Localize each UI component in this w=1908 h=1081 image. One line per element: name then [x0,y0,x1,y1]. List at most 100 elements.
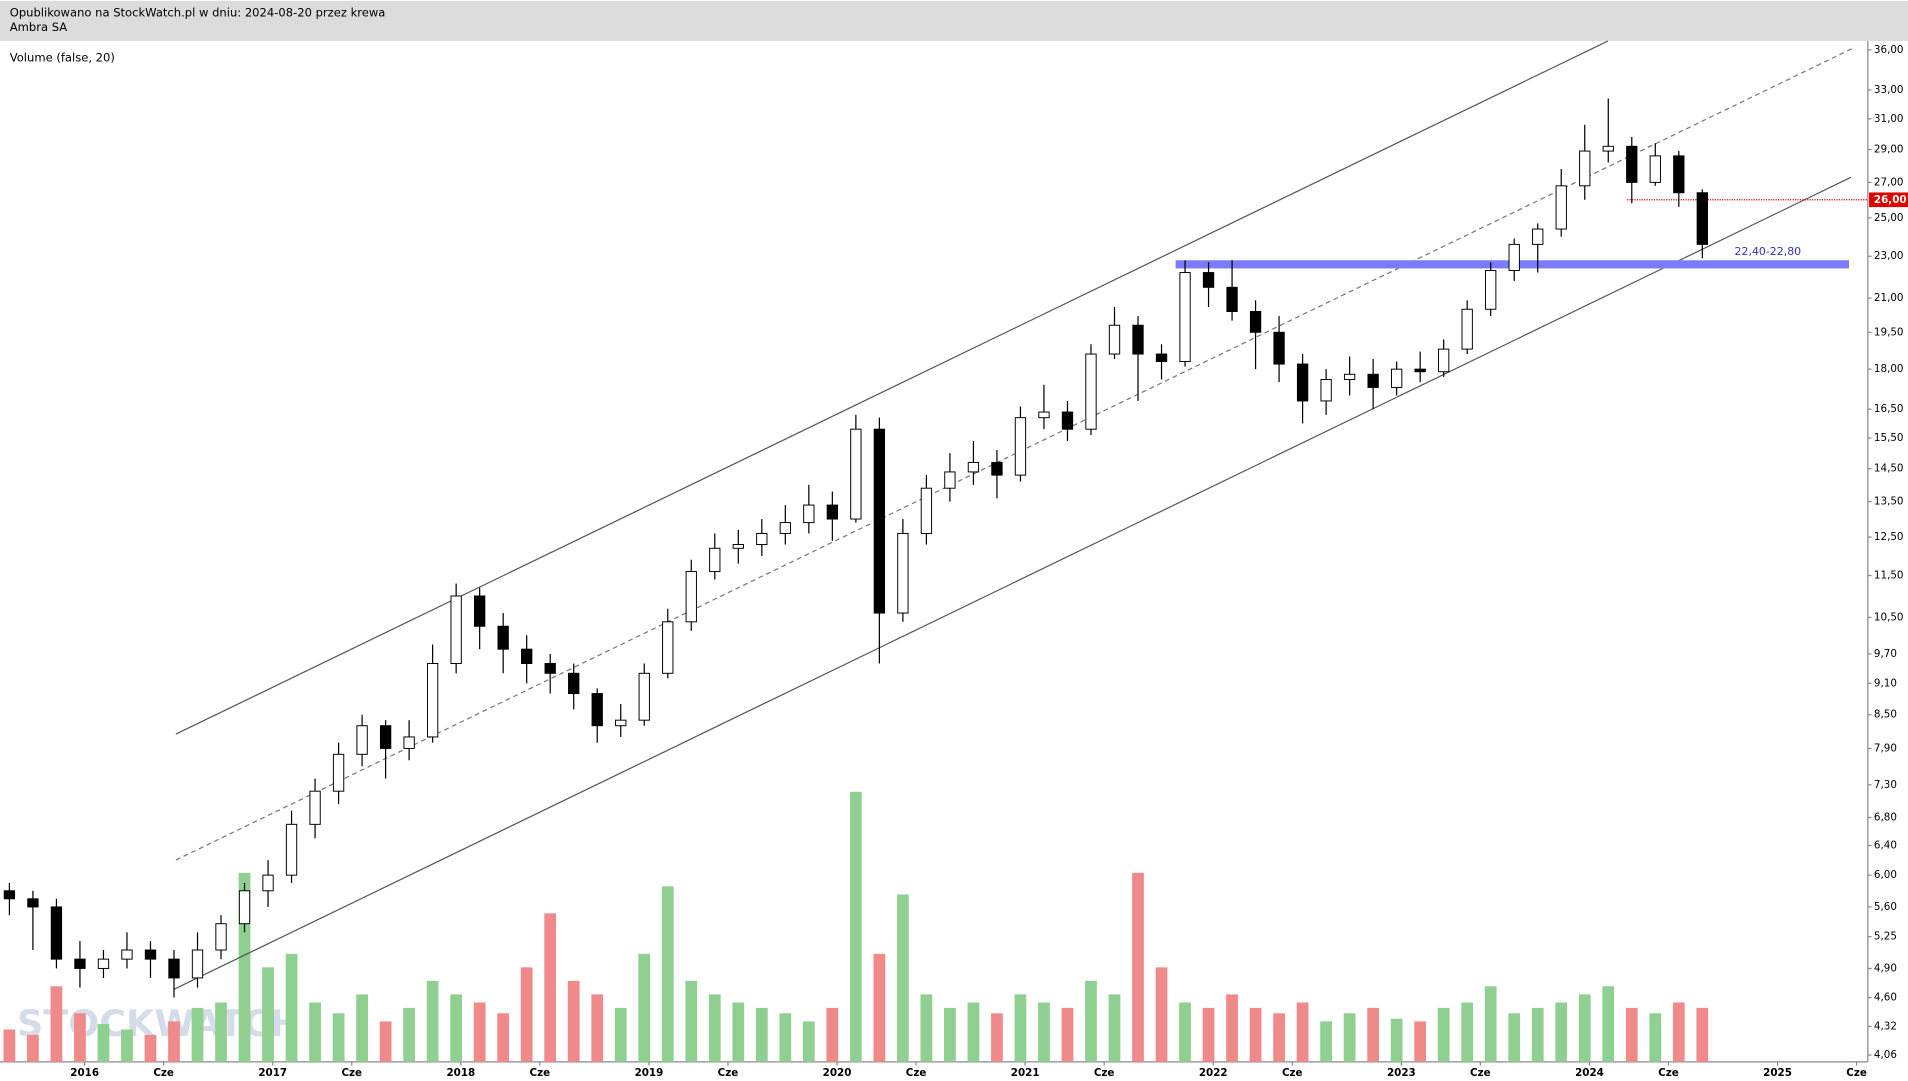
header-title: Ambra SA [10,20,68,34]
x-tick-label: 2018 [446,1067,475,1079]
candle-body [97,958,110,969]
volume-bar [897,894,909,1062]
volume-bar [591,994,604,1062]
y-tick-label: 9,70 [1874,648,1897,660]
y-tick-label: 6,80 [1874,812,1897,824]
volume-bar [379,1021,392,1062]
candle-body [944,471,956,489]
y-tick-label: 5,60 [1874,901,1897,913]
candle-body [662,621,674,674]
candle-body [121,949,133,960]
y-tick-label: 7,30 [1874,779,1897,791]
volume-bar [1602,986,1615,1062]
candle-body [1320,379,1332,402]
x-tick-label: 2021 [1011,1067,1040,1079]
candle-body [309,790,321,825]
candle-body [826,504,839,520]
candle-body [1532,228,1544,245]
volume-bar [1555,1002,1568,1062]
volume-bar [920,994,933,1062]
volume-bar [520,967,533,1062]
level-label: 26,00 [1874,194,1907,206]
candle-body [967,461,980,473]
volume-bar [262,967,274,1062]
volume-bar [708,994,721,1062]
y-tick-label: 8,50 [1874,709,1897,721]
volume-bar [755,1007,768,1062]
candle-body [1273,331,1285,365]
candle-body [1038,411,1050,419]
candle-body [168,958,180,979]
volume-bar [991,1013,1003,1062]
x-tick-label: 2020 [823,1067,852,1079]
x-tick-label: Cze [1658,1067,1679,1079]
volume-bar [1273,1013,1285,1062]
y-tick-label: 4,90 [1874,962,1897,974]
candle-body [1202,272,1215,288]
volume-bar [1202,1007,1215,1062]
candle-body [1579,150,1591,187]
candle-body [803,504,815,524]
candle-body [756,532,768,546]
candle-body [1461,308,1473,350]
candle-body [591,693,603,727]
candle-body [1555,185,1567,230]
volume-bar [74,1013,86,1062]
candle-body [1602,145,1614,152]
candle-body [873,428,886,614]
candle-body [1343,373,1356,380]
x-tick-label: Cze [153,1067,174,1079]
volume-bar [1367,1007,1380,1062]
volume-bar [1508,1013,1521,1062]
candle-body [732,544,744,549]
candle-body [1367,373,1379,388]
y-tick-label: 19,50 [1874,326,1904,338]
candle-body [1085,353,1097,430]
candle-body [1649,155,1661,183]
candle-body [1249,311,1262,333]
candle-body [473,595,486,627]
volume-bar [1649,1013,1662,1062]
y-tick-label: 18,00 [1874,363,1904,375]
y-tick-label: 25,00 [1874,212,1904,224]
candle-body [1014,417,1027,476]
volume-bar [473,1002,486,1062]
candle-body [568,672,580,695]
volume-bar [685,980,698,1062]
volume-bar [1578,994,1591,1062]
y-tick-label: 15,50 [1874,432,1904,444]
volume-bar [3,1029,16,1062]
x-tick-label: Cze [1846,1067,1867,1079]
volume-bar [1061,1007,1074,1062]
level-label-box [1869,192,1908,208]
y-tick-label: 14,50 [1874,463,1904,475]
volume-bar [1320,1021,1332,1062]
y-tick-label: 4,06 [1874,1049,1897,1061]
volume-bar [661,886,674,1062]
volume-bar [1296,1002,1309,1062]
candle-body [1673,155,1685,194]
volume-bar [215,1002,227,1062]
candle-body [238,890,251,925]
candle-body [27,898,39,908]
volume-bar [238,872,251,1062]
volume-bar [191,1007,204,1062]
candle-body [356,725,368,755]
volume-bar [426,980,439,1062]
volume-bar [497,1013,510,1062]
volume-bar [944,1007,956,1062]
volume-bar [826,1007,839,1062]
x-tick-label: Cze [1470,1067,1491,1079]
x-tick-label: Cze [1282,1067,1303,1079]
volume-bar [27,1034,39,1062]
candle-body [1485,269,1497,310]
volume-bar [849,791,862,1062]
candle-body [1414,368,1426,373]
candle-body [544,663,556,674]
candle-body [615,719,627,727]
header-published: Opublikowano na StockWatch.pl w dniu: 20… [10,6,386,20]
candle-body [1696,192,1708,245]
volume-bar [1179,1002,1191,1062]
volume-bar [638,953,651,1062]
